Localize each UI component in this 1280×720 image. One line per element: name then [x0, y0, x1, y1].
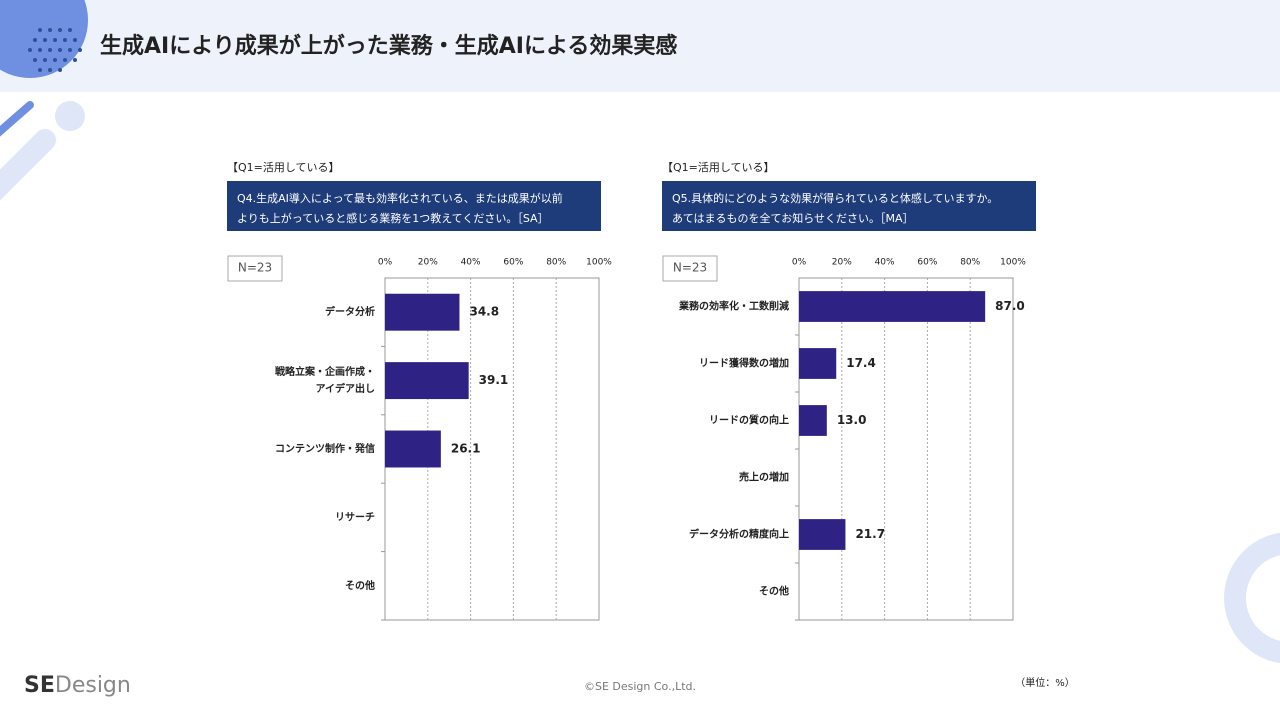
logo: SEDesign: [24, 673, 131, 698]
category-label: 戦略立案・企画作成・アイデア出し: [275, 365, 375, 395]
logo-light: Design: [55, 673, 131, 698]
logo-bold: SE: [24, 673, 55, 698]
bar: [799, 405, 827, 436]
x-tick-label: 80%: [546, 258, 566, 268]
chart-subtitle: 【Q1=活用している】: [662, 161, 775, 174]
question-text: Q4.生成AI導入によって最も効率化されている、または成果が以前よりも上がってい…: [237, 191, 563, 225]
x-tick-label: 100%: [1000, 258, 1026, 268]
category-label: リード獲得数の増加: [699, 357, 789, 370]
bar: [385, 293, 460, 331]
copyright: ©SE Design Co.,Ltd.: [584, 680, 696, 693]
category-label: リードの質の向上: [709, 414, 789, 427]
bar: [385, 430, 441, 468]
value-label: 34.8: [469, 305, 499, 319]
bar: [799, 519, 846, 550]
category-label: コンテンツ制作・発信: [275, 442, 375, 455]
value-label: 13.0: [837, 413, 867, 427]
value-label: 17.4: [846, 356, 876, 370]
category-label: 業務の効率化・工数削減: [678, 300, 789, 313]
decor-circle: [55, 101, 85, 131]
bar: [385, 362, 469, 400]
decor-line: [0, 129, 56, 201]
decor-line: [0, 101, 34, 137]
sample-box: [662, 255, 718, 282]
category-label: データ分析: [325, 305, 375, 318]
sample-label: N=23: [673, 261, 707, 275]
x-tick-label: 40%: [461, 258, 481, 268]
header-band: [0, 0, 1280, 92]
x-tick-label: 0%: [378, 258, 393, 268]
x-tick-label: 60%: [503, 258, 523, 268]
x-tick-label: 80%: [960, 258, 980, 268]
category-label: その他: [345, 579, 375, 592]
x-tick-label: 40%: [875, 258, 895, 268]
x-tick-label: 20%: [418, 258, 438, 268]
category-label: データ分析の精度向上: [689, 528, 789, 541]
question-box: [227, 181, 601, 231]
sample-box: [227, 255, 283, 282]
question-text: Q5.具体的にどのような効果が得られていると体感していますか。あてはまるものを全…: [672, 191, 998, 225]
x-tick-label: 0%: [792, 258, 807, 268]
page-title: 生成AIにより成果が上がった業務・生成AIによる効果実感: [100, 33, 677, 59]
value-label: 26.1: [451, 442, 481, 456]
x-tick-label: 20%: [832, 258, 852, 268]
category-label: 売上の増加: [739, 471, 789, 484]
x-tick-label: 60%: [917, 258, 937, 268]
sample-label: N=23: [238, 261, 272, 275]
plot-frame: [798, 277, 1014, 621]
category-label: リサーチ: [335, 511, 375, 523]
value-label: 21.7: [855, 527, 885, 541]
bar: [799, 348, 837, 379]
bar: [799, 291, 986, 322]
unit-note: （単位：%）: [1015, 676, 1075, 689]
value-label: 39.1: [479, 373, 509, 387]
category-label: その他: [759, 585, 789, 598]
decor-ring: [1224, 532, 1280, 664]
decor-dots: [28, 28, 82, 72]
chart-subtitle: 【Q1=活用している】: [227, 161, 340, 174]
x-tick-label: 100%: [586, 258, 612, 268]
value-label: 87.0: [995, 299, 1025, 313]
question-box: [662, 181, 1036, 231]
